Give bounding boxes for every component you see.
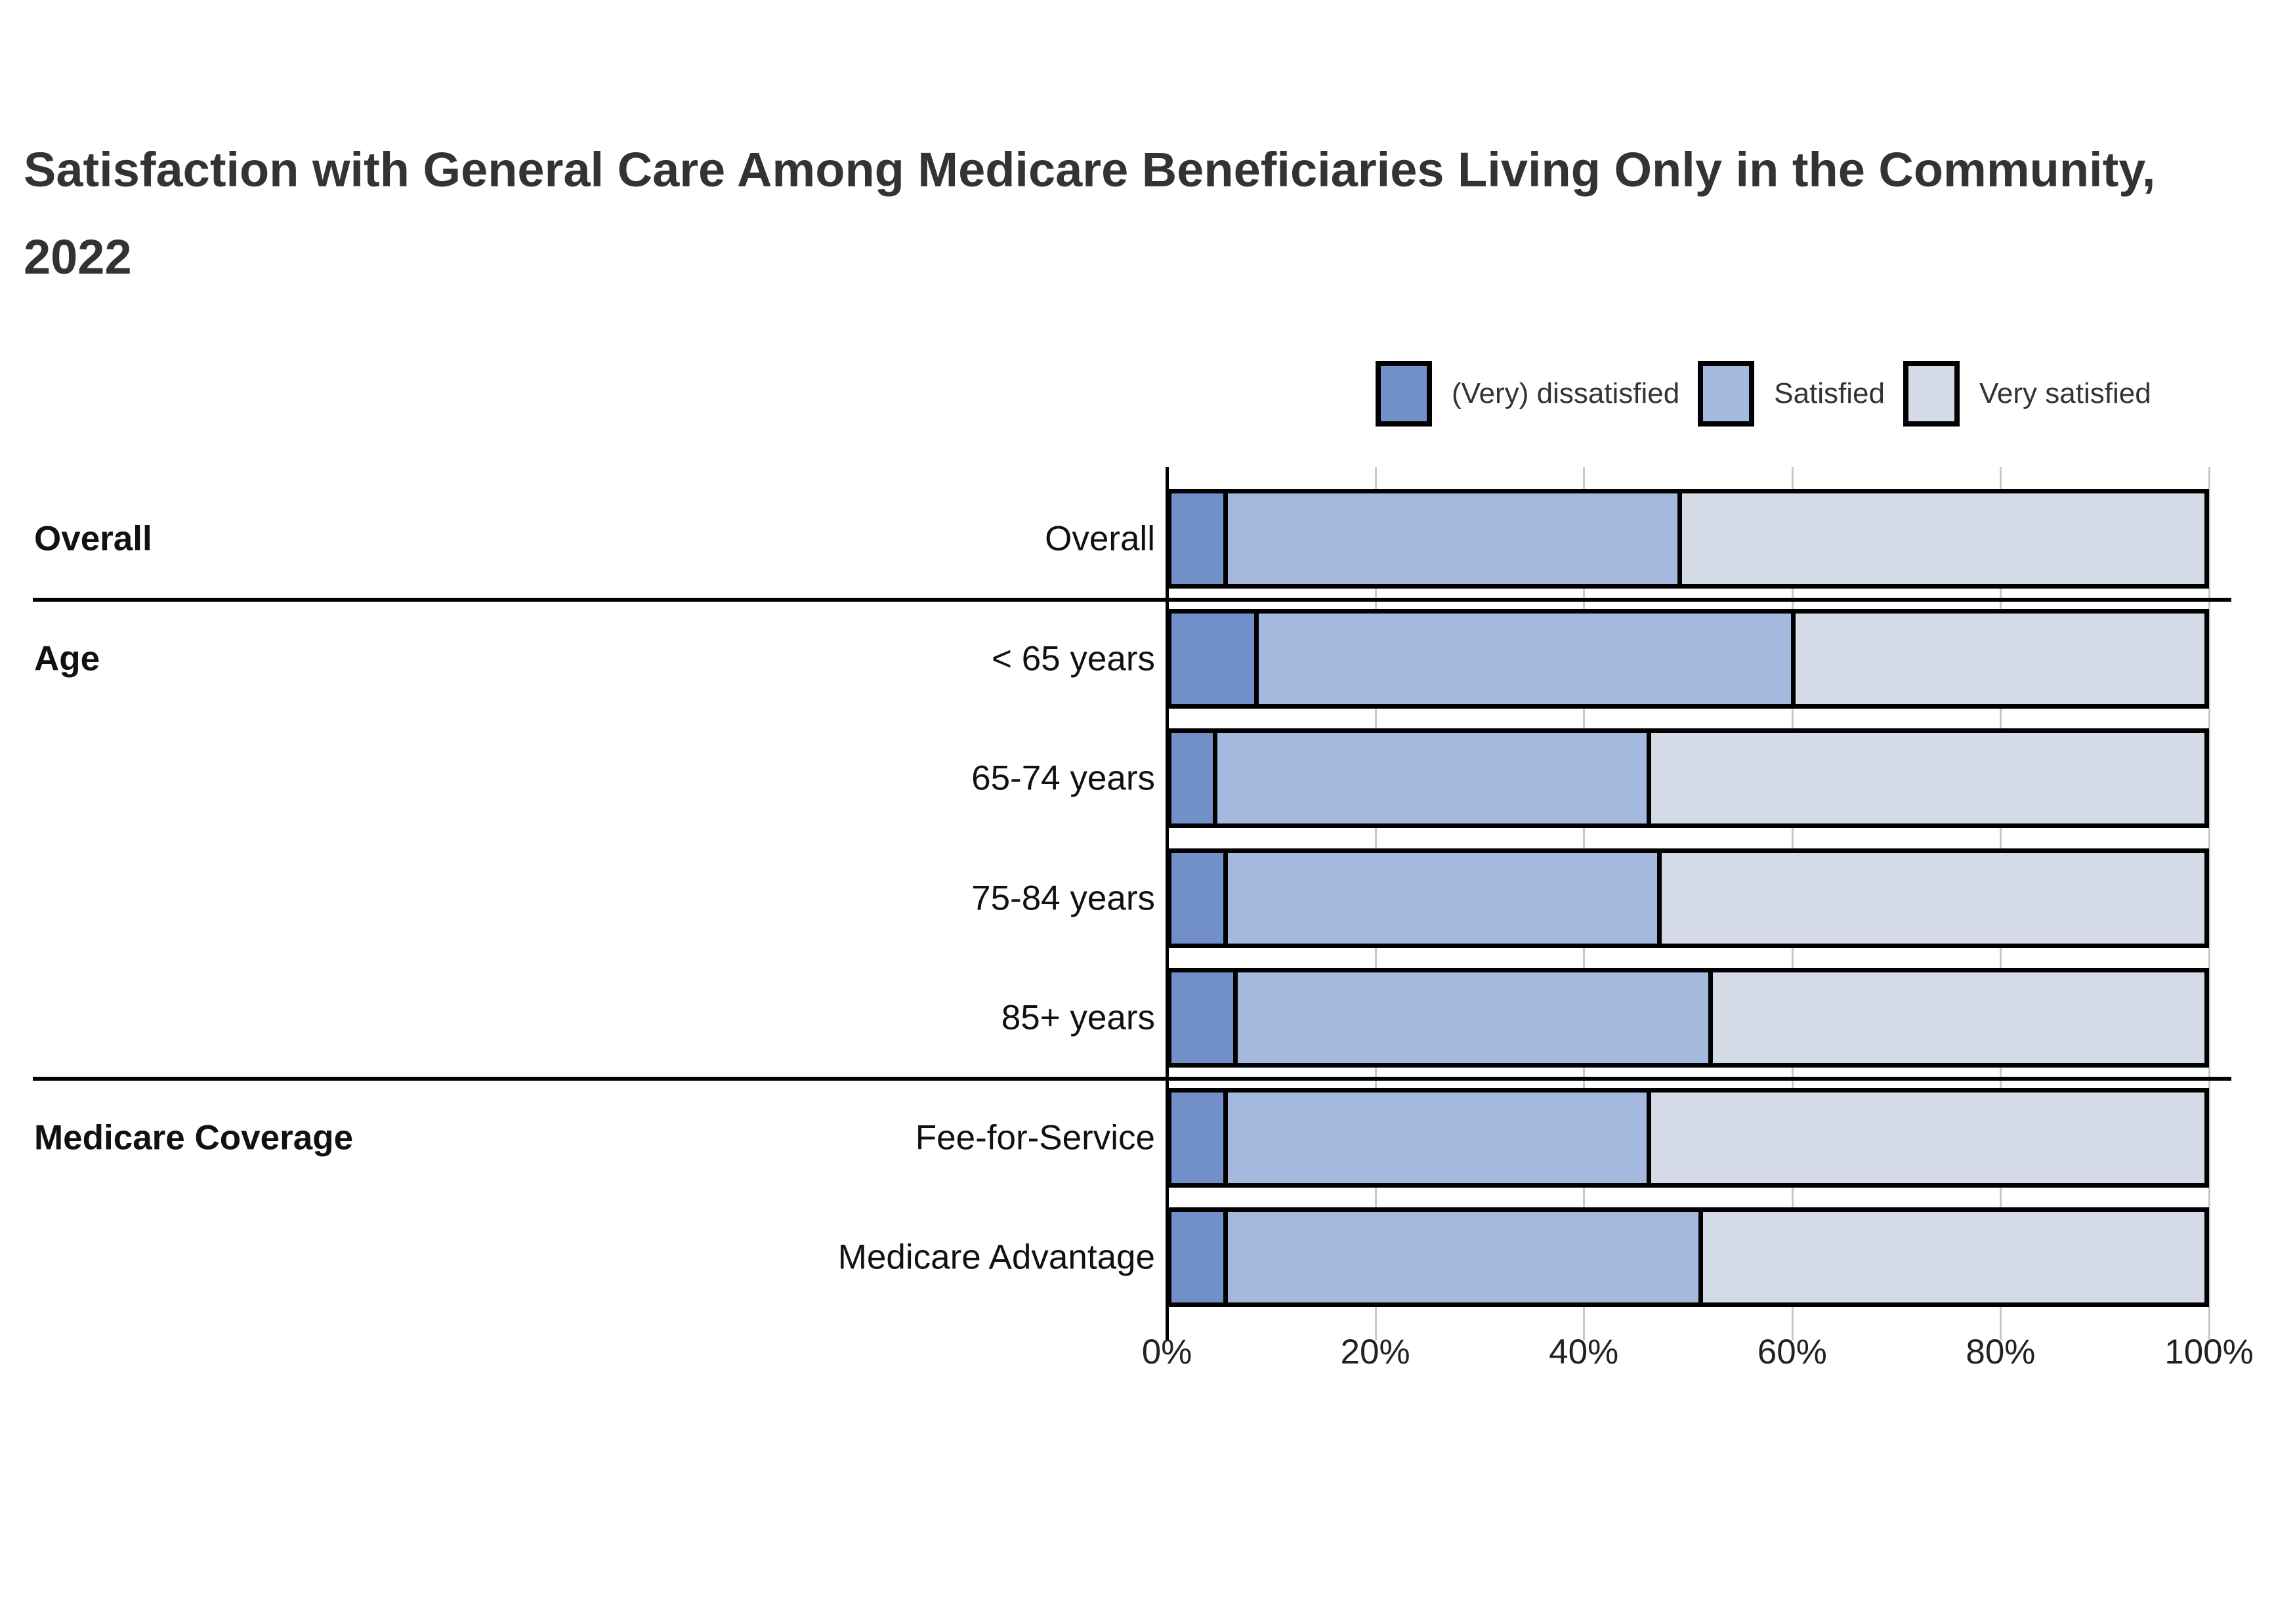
x-tick-label: 100% [2164,1333,2254,1371]
bar-segment-dissatisfied [1171,1092,1223,1183]
bar-segment-very-satisfied [1698,1212,2204,1302]
chart-title: Satisfaction with General Care Among Med… [24,142,2156,285]
bar-segment-dissatisfied [1171,733,1213,823]
legend-swatch-satisfied-icon [1698,361,1755,427]
bar-segment-dissatisfied [1171,852,1223,944]
bar-segment-very-satisfied [1677,493,2204,584]
bar-row [1167,968,2209,1068]
bar-row [1167,489,2209,589]
plot-area [1166,467,2210,1340]
row-label: 65-74 years [971,759,1155,798]
bar-segment-dissatisfied [1171,972,1234,1063]
row-label: < 65 years [992,639,1155,678]
row-label: 75-84 years [971,879,1155,917]
legend-item-satisfied: Satisfied [1698,361,1885,427]
row-label: Fee-for-Service [915,1118,1155,1157]
bar-row [1167,728,2209,828]
legend-swatch-very-satisfied-icon [1903,361,1960,427]
legend: (Very) dissatisfied Satisfied Very satis… [1376,361,2151,427]
row-label: Medicare Advantage [837,1238,1155,1277]
group-divider [33,598,2231,602]
bar-segment-dissatisfied [1171,1212,1223,1302]
bar-segment-satisfied [1223,1092,1647,1183]
bar-row [1167,1207,2209,1307]
bar-row [1167,608,2209,709]
group-label: Overall [34,519,152,558]
group-divider [33,1077,2231,1081]
bar-segment-satisfied [1212,733,1647,823]
bar-segment-very-satisfied [1647,733,2204,823]
legend-label-dissatisfied: (Very) dissatisfied [1452,377,1680,409]
bar-row [1167,848,2209,948]
group-label: Age [34,639,100,678]
legend-label-satisfied: Satisfied [1774,377,1885,409]
group-label: Medicare Coverage [34,1118,354,1157]
legend-swatch-dissatisfied-icon [1376,361,1432,427]
gridline [2208,467,2210,1340]
bar-segment-satisfied [1223,852,1657,944]
x-tick-label: 60% [1757,1333,1827,1371]
x-tick-label: 20% [1340,1333,1410,1371]
bar-segment-satisfied [1223,1212,1698,1302]
bar-row [1167,1087,2209,1188]
bar-segment-very-satisfied [1791,613,2204,704]
bar-segment-satisfied [1253,613,1792,704]
legend-item-dissatisfied: (Very) dissatisfied [1376,361,1679,427]
bar-segment-very-satisfied [1708,972,2204,1063]
bar-segment-dissatisfied [1171,613,1254,704]
legend-item-very-satisfied: Very satisfied [1903,361,2151,427]
row-label: 85+ years [1001,998,1155,1037]
legend-label-very-satisfied: Very satisfied [1979,377,2151,409]
bar-segment-satisfied [1223,493,1678,584]
x-tick-label: 80% [1966,1333,2036,1371]
x-tick-label: 0% [1141,1333,1192,1371]
bar-segment-dissatisfied [1171,493,1223,584]
x-tick-label: 40% [1549,1333,1619,1371]
bar-segment-very-satisfied [1647,1092,2204,1183]
row-label: Overall [1045,519,1155,558]
bar-segment-satisfied [1233,972,1709,1063]
bar-segment-very-satisfied [1656,852,2204,944]
